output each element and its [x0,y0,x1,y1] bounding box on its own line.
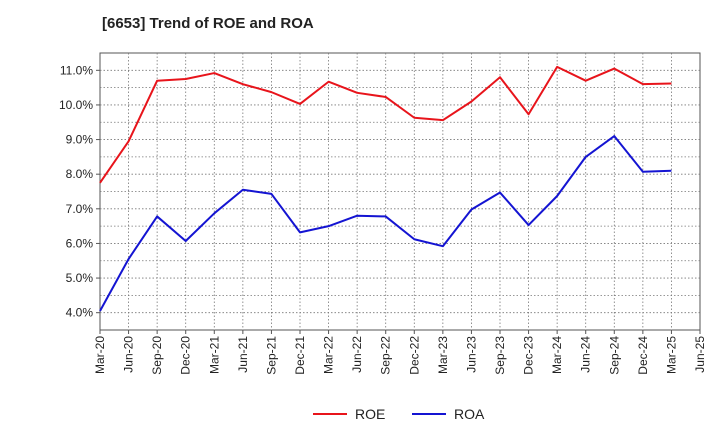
y-tick-label: 8.0% [66,167,94,181]
legend: ROE ROA [313,406,485,422]
x-tick-label: Dec-24 [636,336,650,375]
x-tick-label: Sep-21 [264,336,278,375]
chart-title: [6653] Trend of ROE and ROA [102,15,314,32]
x-tick-label: Jun-20 [122,336,136,373]
roa-legend-label: ROA [454,406,485,422]
x-tick-label: Mar-22 [322,336,336,374]
y-tick-label: 6.0% [66,236,94,250]
x-tick-label: Mar-25 [664,336,678,374]
x-tick-label: Dec-21 [293,336,307,375]
x-axis-tick-labels: Mar-20 Jun-20 Sep-20 Dec-20 Mar-21 Jun-21 Sep-… [93,330,707,375]
roe-series-line [99,65,672,184]
x-tick-label: Mar-20 [93,336,107,374]
x-tick-label: Dec-23 [522,336,536,375]
y-tick-label: 7.0% [66,202,94,216]
x-tick-label: Mar-21 [207,336,221,374]
x-tick-label: Mar-24 [550,336,564,374]
y-tick-label: 4.0% [66,306,94,320]
x-tick-label: Jun-25 [693,336,707,373]
roe-legend-label: ROE [355,406,385,422]
grid-lines [100,53,700,330]
x-tick-label: Sep-23 [493,336,507,375]
y-tick-label: 11.0% [60,63,93,77]
plot-area [99,52,701,331]
roa-series-line [99,135,672,312]
y-axis-tick-labels: 4.0% 5.0% 6.0% 7.0% 8.0% 9.0% 10.0% 11.0% [59,63,100,320]
x-tick-label: Sep-20 [150,336,164,375]
x-tick-label: Jun-21 [236,336,250,373]
y-tick-label: 9.0% [66,133,94,147]
x-tick-label: Dec-22 [407,336,421,375]
x-tick-label: Dec-20 [179,336,193,375]
x-tick-label: Jun-22 [350,336,364,373]
y-tick-label: 5.0% [66,271,94,285]
x-tick-label: Mar-23 [436,336,450,374]
y-tick-label: 10.0% [59,98,93,112]
series-lines [99,65,672,312]
x-tick-label: Jun-24 [579,336,593,373]
x-tick-label: Jun-23 [464,336,478,373]
x-tick-label: Sep-22 [379,336,393,375]
x-tick-label: Sep-24 [607,336,621,375]
